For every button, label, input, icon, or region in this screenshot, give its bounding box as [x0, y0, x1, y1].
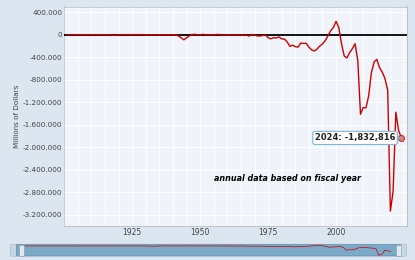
Text: 2024: -1,832,816: 2024: -1,832,816	[315, 133, 400, 142]
Y-axis label: Millions of Dollars: Millions of Dollars	[14, 85, 20, 148]
FancyBboxPatch shape	[10, 244, 407, 256]
Bar	[396, 245, 401, 256]
Text: annual data based on fiscal year: annual data based on fiscal year	[214, 174, 361, 183]
FancyBboxPatch shape	[16, 245, 401, 256]
Bar	[19, 245, 24, 256]
